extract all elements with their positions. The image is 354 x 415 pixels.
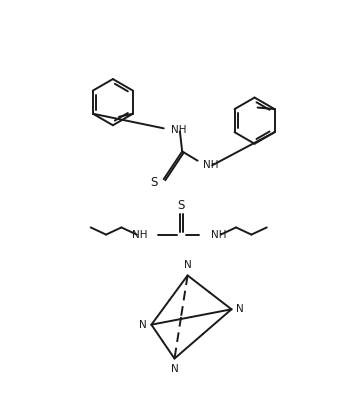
Text: NH: NH xyxy=(203,159,218,170)
Text: NH: NH xyxy=(211,229,227,239)
Text: S: S xyxy=(150,176,158,189)
Text: S: S xyxy=(178,199,185,212)
Text: N: N xyxy=(171,364,178,374)
Text: N: N xyxy=(184,260,192,270)
Text: NH: NH xyxy=(171,125,186,135)
Text: NH: NH xyxy=(132,229,148,239)
Text: N: N xyxy=(139,320,147,330)
Text: N: N xyxy=(236,304,244,314)
